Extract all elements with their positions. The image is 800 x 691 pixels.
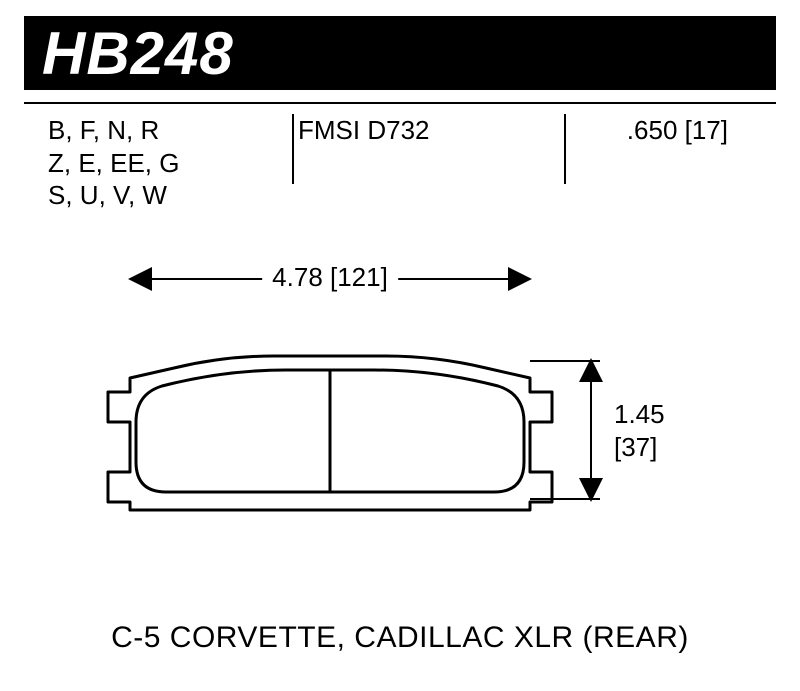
compounds-line-2: Z, E, EE, G	[48, 147, 274, 180]
height-label: 1.45 [37]	[614, 398, 665, 463]
compounds-line-1: B, F, N, R	[48, 114, 274, 147]
header-bar: HB248	[24, 16, 776, 90]
arrow-left-icon	[128, 267, 152, 291]
diagram-area: 4.78 [121] 1.45 [37]	[0, 260, 800, 600]
height-in: 1.45	[614, 398, 665, 431]
width-label: 4.78 [121]	[262, 262, 398, 293]
arrow-down-icon	[579, 478, 603, 502]
height-mm: [37]	[614, 431, 665, 464]
fmsi-column: FMSI D732	[274, 114, 544, 212]
thickness-column: .650 [17]	[544, 114, 776, 212]
header-rule	[24, 102, 776, 104]
height-dimension: 1.45 [37]	[560, 360, 690, 500]
arrow-right-icon	[508, 267, 532, 291]
specs-row: B, F, N, R Z, E, EE, G S, U, V, W FMSI D…	[24, 114, 776, 212]
arrow-up-icon	[579, 358, 603, 382]
part-number: HB248	[42, 19, 234, 88]
application-label: C-5 CORVETTE, CADILLAC XLR (REAR)	[0, 621, 800, 655]
compounds-column: B, F, N, R Z, E, EE, G S, U, V, W	[24, 114, 274, 212]
width-dimension: 4.78 [121]	[130, 260, 530, 300]
brake-pad-outline	[104, 352, 556, 522]
thickness-value: .650 [17]	[544, 114, 728, 147]
fmsi-code: FMSI D732	[274, 114, 544, 147]
compounds-line-3: S, U, V, W	[48, 179, 274, 212]
